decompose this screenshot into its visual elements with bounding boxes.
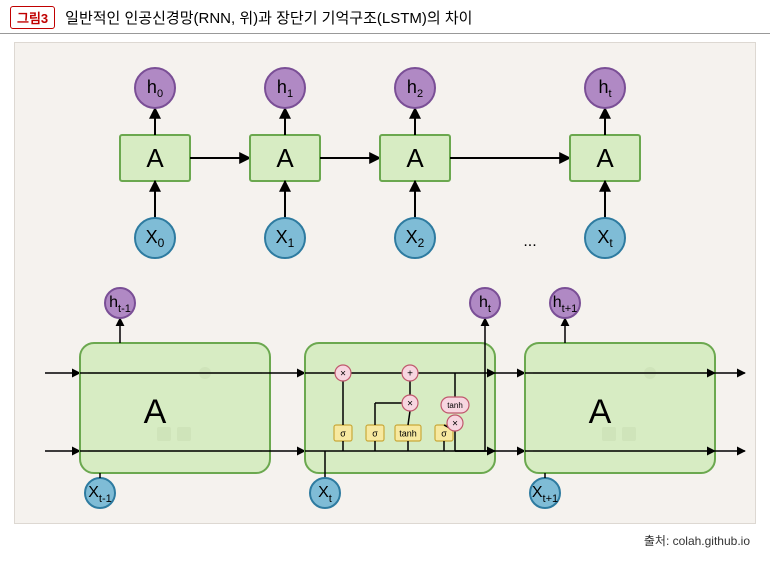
lstm-op-label: tanh bbox=[447, 401, 463, 410]
lstm-gate-label: σ bbox=[372, 428, 378, 438]
lstm-cell bbox=[525, 343, 715, 473]
figure-title: 일반적인 인공신경망(RNN, 위)과 장단기 기억구조(LSTM)의 차이 bbox=[65, 7, 472, 28]
lstm-A-label: A bbox=[589, 393, 612, 431]
lstm-op-label: × bbox=[452, 419, 458, 430]
figure-frame: 그림3 일반적인 인공신경망(RNN, 위)과 장단기 기억구조(LSTM)의 … bbox=[0, 0, 770, 557]
diagram-svg: Ah0X0Ah1X1Ah2X2AhtXt...Aht-1Xt-1σσtanhσ×… bbox=[15, 43, 755, 523]
lstm-op-label: + bbox=[407, 369, 413, 380]
source-label: 출처: colah.github.io bbox=[0, 528, 770, 557]
diagram-canvas: Ah0X0Ah1X1Ah2X2AhtXt...Aht-1Xt-1σσtanhσ×… bbox=[14, 42, 756, 524]
rnn-A-label: A bbox=[596, 143, 614, 173]
rnn-A-label: A bbox=[406, 143, 424, 173]
canvas-wrap: Ah0X0Ah1X1Ah2X2AhtXt...Aht-1Xt-1σσtanhσ×… bbox=[0, 34, 770, 528]
lstm-op-label: × bbox=[407, 399, 413, 410]
lstm-gate-label: tanh bbox=[399, 428, 417, 438]
figure-tag: 그림3 bbox=[10, 6, 55, 29]
lstm-gate-label: σ bbox=[441, 428, 447, 438]
figure-header: 그림3 일반적인 인공신경망(RNN, 위)과 장단기 기억구조(LSTM)의 … bbox=[0, 0, 770, 34]
rnn-ellipsis: ... bbox=[523, 233, 536, 250]
lstm-cell bbox=[80, 343, 270, 473]
lstm-gate-label: σ bbox=[340, 428, 346, 438]
rnn-A-label: A bbox=[146, 143, 164, 173]
lstm-A-label: A bbox=[144, 393, 167, 431]
lstm-op-label: × bbox=[340, 369, 346, 380]
rnn-A-label: A bbox=[276, 143, 294, 173]
